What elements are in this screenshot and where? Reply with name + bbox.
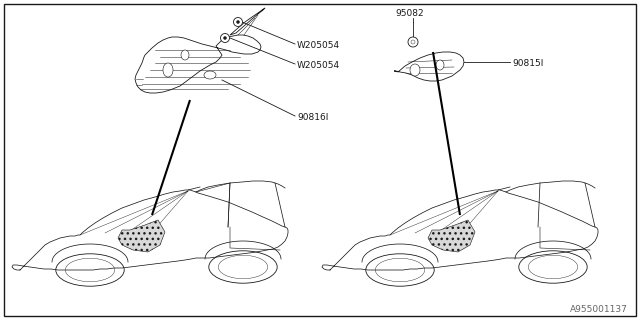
Text: W205054: W205054 (297, 61, 340, 70)
Ellipse shape (181, 50, 189, 60)
Circle shape (223, 36, 227, 39)
Ellipse shape (65, 258, 115, 282)
Ellipse shape (375, 258, 425, 282)
Ellipse shape (163, 63, 173, 77)
Polygon shape (230, 8, 265, 35)
Circle shape (237, 20, 239, 23)
Polygon shape (135, 35, 261, 93)
Circle shape (408, 37, 418, 47)
Polygon shape (118, 220, 165, 252)
Ellipse shape (366, 254, 434, 286)
Polygon shape (394, 52, 464, 81)
Text: 90816I: 90816I (297, 114, 328, 123)
Text: A955001137: A955001137 (570, 305, 628, 314)
Ellipse shape (528, 255, 578, 279)
Circle shape (411, 40, 415, 44)
Ellipse shape (519, 251, 588, 283)
Text: W205054: W205054 (297, 42, 340, 51)
Ellipse shape (204, 71, 216, 79)
Circle shape (234, 18, 243, 27)
Ellipse shape (436, 60, 444, 70)
Ellipse shape (56, 254, 124, 286)
Ellipse shape (218, 255, 268, 279)
Ellipse shape (209, 251, 277, 283)
Polygon shape (428, 220, 475, 252)
Ellipse shape (410, 64, 420, 76)
Text: 95082: 95082 (395, 10, 424, 19)
Circle shape (221, 34, 230, 43)
Text: 90815I: 90815I (512, 60, 543, 68)
